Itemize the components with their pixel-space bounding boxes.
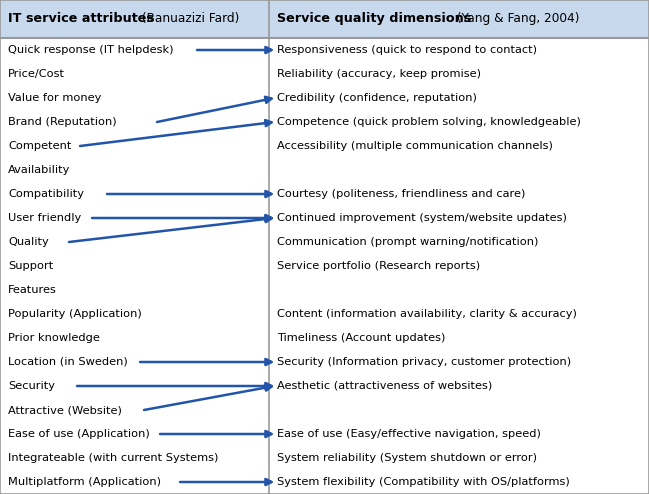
Text: Credibility (confidence, reputation): Credibility (confidence, reputation) (277, 93, 477, 103)
Text: Service portfolio (Research reports): Service portfolio (Research reports) (277, 261, 480, 271)
Text: (Banuazizi Fard): (Banuazizi Fard) (138, 12, 239, 26)
Bar (0, 0, 269, 38)
Text: Timeliness (Account updates): Timeliness (Account updates) (277, 333, 446, 343)
Text: Attractive (Website): Attractive (Website) (8, 405, 122, 415)
Text: (Yang & Fang, 2004): (Yang & Fang, 2004) (454, 12, 580, 26)
Text: Service quality dimensions: Service quality dimensions (277, 12, 472, 26)
Text: Accessibility (multiple communication channels): Accessibility (multiple communication ch… (277, 141, 553, 151)
Text: Competent: Competent (8, 141, 71, 151)
Text: System reliability (System shutdown or error): System reliability (System shutdown or e… (277, 453, 537, 463)
Text: Aesthetic (attractiveness of websites): Aesthetic (attractiveness of websites) (277, 381, 493, 391)
Text: Ease of use (Easy/effective navigation, speed): Ease of use (Easy/effective navigation, … (277, 429, 541, 439)
Text: Ease of use (Application): Ease of use (Application) (8, 429, 150, 439)
Text: Reliability (accuracy, keep promise): Reliability (accuracy, keep promise) (277, 69, 482, 79)
Text: Prior knowledge: Prior knowledge (8, 333, 100, 343)
Text: User friendly: User friendly (8, 213, 81, 223)
Text: System flexibility (Compatibility with OS/platforms): System flexibility (Compatibility with O… (277, 477, 570, 487)
Text: Availability: Availability (8, 165, 70, 175)
Text: Continued improvement (system/website updates): Continued improvement (system/website up… (277, 213, 567, 223)
Text: Popularity (Application): Popularity (Application) (8, 309, 141, 319)
Text: Brand (Reputation): Brand (Reputation) (8, 117, 117, 127)
Text: Compatibility: Compatibility (8, 189, 84, 199)
Text: Security: Security (8, 381, 55, 391)
Text: Courtesy (politeness, friendliness and care): Courtesy (politeness, friendliness and c… (277, 189, 526, 199)
Text: Responsiveness (quick to respond to contact): Responsiveness (quick to respond to cont… (277, 45, 537, 55)
Text: Competence (quick problem solving, knowledgeable): Competence (quick problem solving, knowl… (277, 117, 582, 127)
Text: Value for money: Value for money (8, 93, 101, 103)
Text: Quick response (IT helpdesk): Quick response (IT helpdesk) (8, 45, 173, 55)
Text: Features: Features (8, 285, 57, 295)
Text: Multiplatform (Application): Multiplatform (Application) (8, 477, 161, 487)
Text: Content (information availability, clarity & accuracy): Content (information availability, clari… (277, 309, 577, 319)
Text: Security (Information privacy, customer protection): Security (Information privacy, customer … (277, 357, 572, 367)
Text: Communication (prompt warning/notification): Communication (prompt warning/notificati… (277, 237, 539, 247)
Bar (269, 0, 649, 38)
Text: Integrateable (with current Systems): Integrateable (with current Systems) (8, 453, 218, 463)
Text: Quality: Quality (8, 237, 49, 247)
Text: Price/Cost: Price/Cost (8, 69, 65, 79)
Text: Support: Support (8, 261, 53, 271)
Text: IT service attributes: IT service attributes (8, 12, 154, 26)
Text: Location (in Sweden): Location (in Sweden) (8, 357, 128, 367)
